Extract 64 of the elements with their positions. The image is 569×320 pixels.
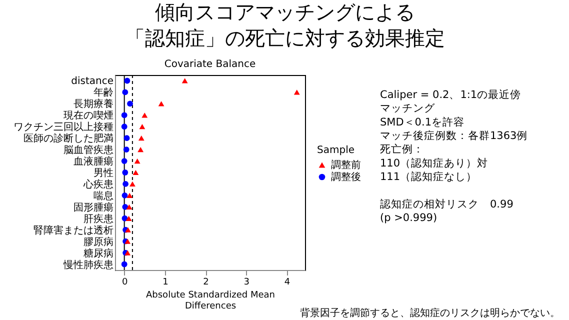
legend-label: 調整前: [331, 159, 361, 171]
point: [142, 112, 148, 118]
x-tick-label: 4: [284, 278, 290, 288]
point: [123, 146, 130, 153]
point: [125, 227, 131, 232]
point: [122, 181, 129, 187]
point: [121, 261, 128, 268]
y-tick-label: 現在の喫煙: [64, 110, 114, 122]
y-tick-label: 血液腫瘍: [74, 156, 114, 168]
x-tick-label: 3: [244, 278, 250, 288]
point: [122, 204, 128, 210]
y-tick-label: 膠原病: [84, 236, 114, 248]
x-tick-label: 1: [162, 278, 168, 288]
legend-title: Sample: [317, 145, 354, 156]
point: [139, 124, 146, 130]
point: [124, 78, 130, 84]
point: [134, 158, 140, 164]
y-tick-label: 腎障害または透析: [34, 224, 114, 236]
point: [132, 170, 139, 176]
point: [121, 112, 128, 118]
point: [121, 158, 128, 164]
point: [158, 101, 164, 106]
point: [130, 181, 136, 187]
point: [122, 192, 128, 198]
x-tick-label: 0: [122, 278, 128, 288]
x-axis-title: Absolute Standardized Mean Differences: [146, 290, 275, 312]
point: [122, 215, 128, 222]
point: [182, 78, 188, 84]
y-tick-label: 肝疾患: [84, 212, 114, 225]
y-tick-label: 糖尿病: [84, 247, 114, 260]
text: 背景因子を調節すると、認知症のリスクは明らかでない。: [300, 307, 560, 319]
point: [122, 89, 128, 96]
text: 111（認知症なし）: [380, 170, 478, 183]
legend-label: 調整後: [331, 171, 361, 183]
text: マッチ後症例数：各群1363例: [380, 128, 528, 142]
y-tick-label: 年齢: [94, 86, 114, 99]
point: [294, 90, 300, 95]
point: [126, 216, 132, 221]
y-tick-label: 長期療養: [74, 98, 114, 110]
text: 110（認知症あり）対: [380, 156, 488, 170]
y-tick-label: distance: [71, 76, 114, 88]
x-tick-label: 2: [203, 278, 209, 288]
chart-subtitle: Covariate Balance: [164, 59, 256, 70]
y-tick-label: 医師の診断した肥満: [24, 132, 114, 145]
point: [126, 204, 132, 210]
chart-title: 傾向スコアマッチングによる「認知症」の死亡に対する効果推定: [125, 0, 445, 50]
y-tick-label: 固形腫瘍: [74, 201, 114, 214]
y-tick-label: 脳血管疾患: [64, 144, 114, 156]
text: 認知症の相対リスク 0.99 (p >0.999): [380, 198, 514, 224]
text: Caliper = 0.2、1:1の最近傍マッチング: [380, 88, 522, 115]
y-tick-label: 慢性肺疾患: [62, 258, 114, 271]
point: [121, 124, 128, 130]
text: 死亡例：: [380, 142, 424, 156]
y-tick-label: 心疾患: [82, 178, 114, 190]
y-tick-label: 喘息: [94, 190, 114, 202]
point: [122, 170, 128, 176]
point: [124, 135, 130, 142]
point: [138, 146, 144, 152]
y-tick-label: ワクチン三回以上接種: [14, 121, 114, 134]
point: [138, 136, 144, 141]
point: [126, 192, 133, 198]
text: SMD＜0.1を許容: [380, 115, 465, 128]
y-tick-label: 男性: [94, 167, 114, 179]
point: [127, 100, 133, 107]
